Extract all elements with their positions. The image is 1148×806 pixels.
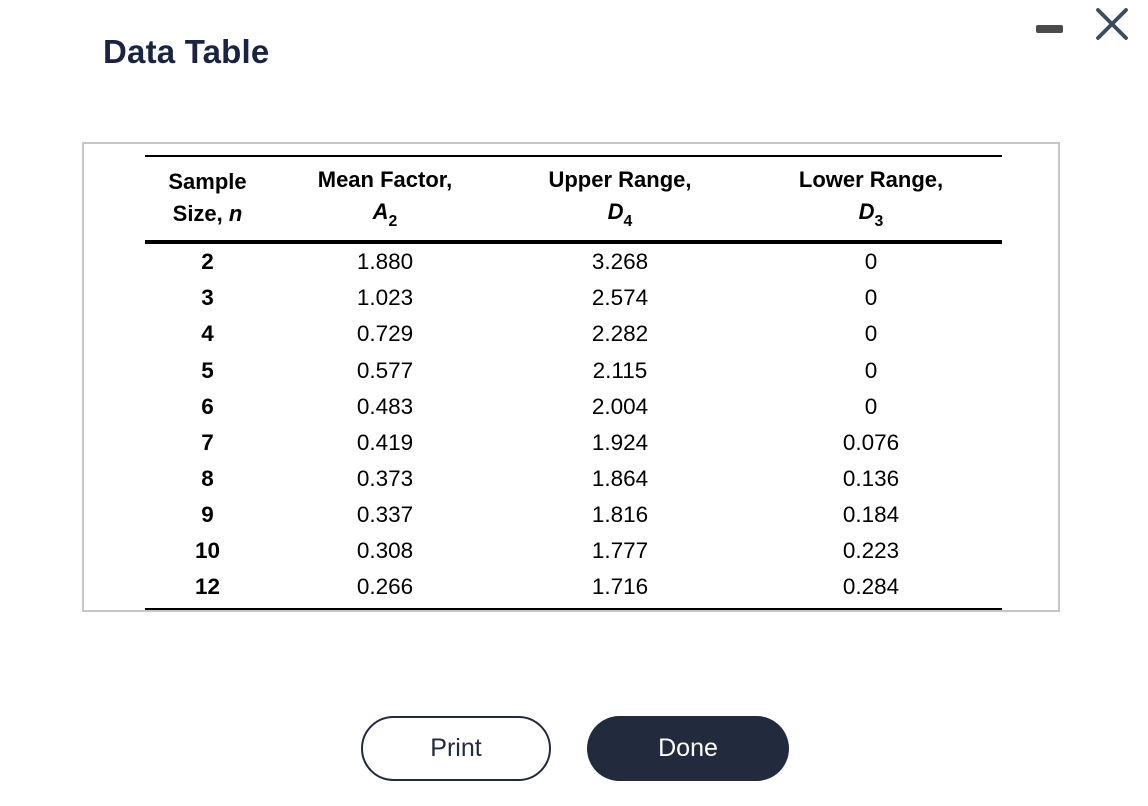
table-cell: 0.419	[356, 429, 414, 455]
factors-table: Sample Size, n Mean Factor, A2 Upper Range, D…	[145, 154, 1002, 611]
table-cell: 0.337	[356, 501, 414, 527]
table-cell: 2.282	[591, 321, 649, 347]
table-cell: 3	[201, 285, 214, 311]
column-header: Upper Range, D4	[500, 154, 740, 245]
table-row: 9 0.337 1.816 0.184	[145, 497, 1002, 533]
table-cell: 7	[201, 429, 214, 455]
table-cell: 0	[864, 285, 878, 311]
column-header: Lower Range, D3	[740, 154, 1002, 245]
table-cell: 0	[864, 249, 878, 275]
table-cell: 0	[864, 357, 878, 383]
table-cell: 1.880	[356, 249, 414, 275]
table-cell: 0.577	[356, 357, 414, 383]
table-row: 7 0.419 1.924 0.076	[145, 425, 1002, 461]
table-cell: 3.268	[591, 249, 649, 275]
table-cell: 8	[201, 465, 214, 491]
table-cell: 0.483	[356, 393, 414, 419]
table-row: 6 0.483 2.004 0	[145, 389, 1002, 425]
done-button[interactable]: Done	[587, 716, 789, 781]
table-cell: 1.023	[356, 285, 414, 311]
table-body: 2 1.880 3.268 0 3 1.023 2.574 0 4 0.729 2.282 0 5 0.5…	[145, 242, 1002, 611]
column-header: Mean Factor, A2	[270, 154, 500, 245]
page-title: Data Table	[103, 33, 270, 70]
table-row: 3 1.023 2.574 0	[145, 280, 1002, 316]
table-row: 8 0.373 1.864 0.136	[145, 461, 1002, 497]
table-cell: 9	[201, 501, 214, 527]
table-row: 10 0.308 1.777 0.223	[145, 533, 1002, 569]
table-head: Sample Size, n Mean Factor, A2 Upper Range, D…	[145, 154, 1002, 245]
table-cell: 0.076	[842, 429, 900, 455]
table-cell: 10	[194, 538, 221, 563]
print-button[interactable]: Print	[361, 716, 551, 781]
column-header: Sample Size, n	[145, 154, 270, 245]
table-panel: Sample Size, n Mean Factor, A2 Upper Range, D…	[82, 142, 1060, 612]
table-cell: 0.223	[842, 538, 900, 563]
table-cell: 0.184	[842, 501, 900, 527]
table-cell: 1.816	[591, 501, 649, 527]
table-cell: 0	[864, 393, 878, 419]
table-cell: 5	[201, 357, 214, 383]
table-cell: 0.308	[356, 538, 414, 563]
table-cell: 1.777	[591, 538, 649, 563]
table-cell: 12	[145, 569, 270, 611]
table-row: 12 0.266 1.716 0.284	[145, 569, 1002, 611]
table-row: 4 0.729 2.282 0	[145, 316, 1002, 352]
table-cell: 2.004	[591, 393, 649, 419]
table-row: 2 1.880 3.268 0	[145, 242, 1002, 280]
table-cell: 4	[201, 321, 214, 347]
table-cell: 0.729	[356, 321, 414, 347]
table-cell: 0.284	[740, 569, 1002, 611]
table-cell: 1.924	[591, 429, 649, 455]
table-cell: 2.115	[592, 357, 648, 383]
table-cell: 0.266	[270, 569, 500, 611]
table-cell: 1.864	[591, 465, 649, 491]
close-icon[interactable]	[1093, 5, 1131, 43]
table-cell: 0	[864, 321, 878, 347]
table-cell: 0.373	[356, 465, 414, 491]
table-cell: 6	[201, 393, 214, 419]
table-head-row: Sample Size, n Mean Factor, A2 Upper Range, D…	[145, 154, 1002, 245]
minimize-icon[interactable]	[1036, 25, 1063, 33]
table-cell: 2.574	[591, 285, 649, 311]
table-cell: 1.716	[500, 569, 740, 611]
table-cell: 0.136	[842, 465, 900, 491]
table-cell: 2	[201, 249, 214, 275]
table-row: 5 0.577 2.115 0	[145, 353, 1002, 389]
